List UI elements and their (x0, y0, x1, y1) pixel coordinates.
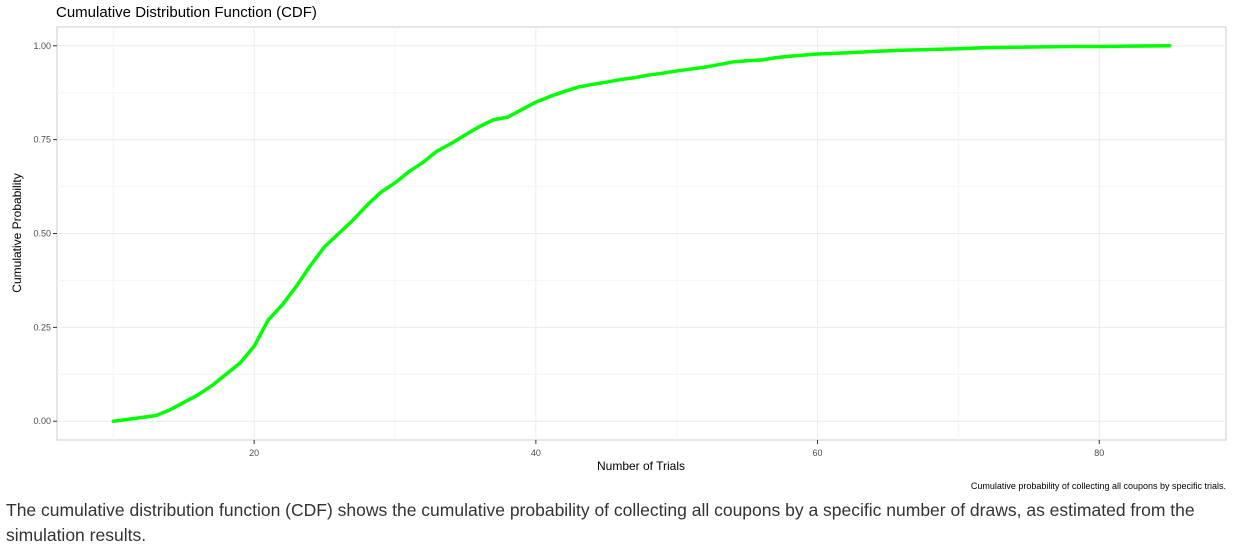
cdf-line (111, 44, 1172, 423)
x-tick-label: 80 (1094, 448, 1104, 458)
series-layer (111, 44, 1172, 423)
x-tick-label: 60 (813, 448, 823, 458)
y-tick-label: 0.00 (33, 416, 51, 426)
y-tick-label: 0.25 (33, 322, 51, 332)
x-tick-label: 20 (249, 448, 259, 458)
minor-gridlines (57, 27, 1226, 440)
chart-title: Cumulative Distribution Function (CDF) (56, 4, 317, 21)
y-tick-label: 0.75 (33, 135, 51, 145)
description-text: The cumulative distribution function (CD… (6, 500, 1195, 545)
cdf-chart: Cumulative Distribution Function (CDF) 0… (10, 4, 1227, 491)
y-axis-ticks: 0.00 0.25 0.50 0.75 1.00 (33, 41, 57, 426)
x-axis-label: Number of Trials (597, 459, 685, 473)
chart-caption: Cumulative probability of collecting all… (971, 481, 1226, 491)
y-tick-label: 0.50 (33, 229, 51, 239)
y-tick-label: 1.00 (33, 41, 51, 51)
x-tick-label: 40 (531, 448, 541, 458)
y-axis-label: Cumulative Probability (10, 173, 24, 292)
x-axis-ticks: 20 40 60 80 (249, 440, 1104, 458)
